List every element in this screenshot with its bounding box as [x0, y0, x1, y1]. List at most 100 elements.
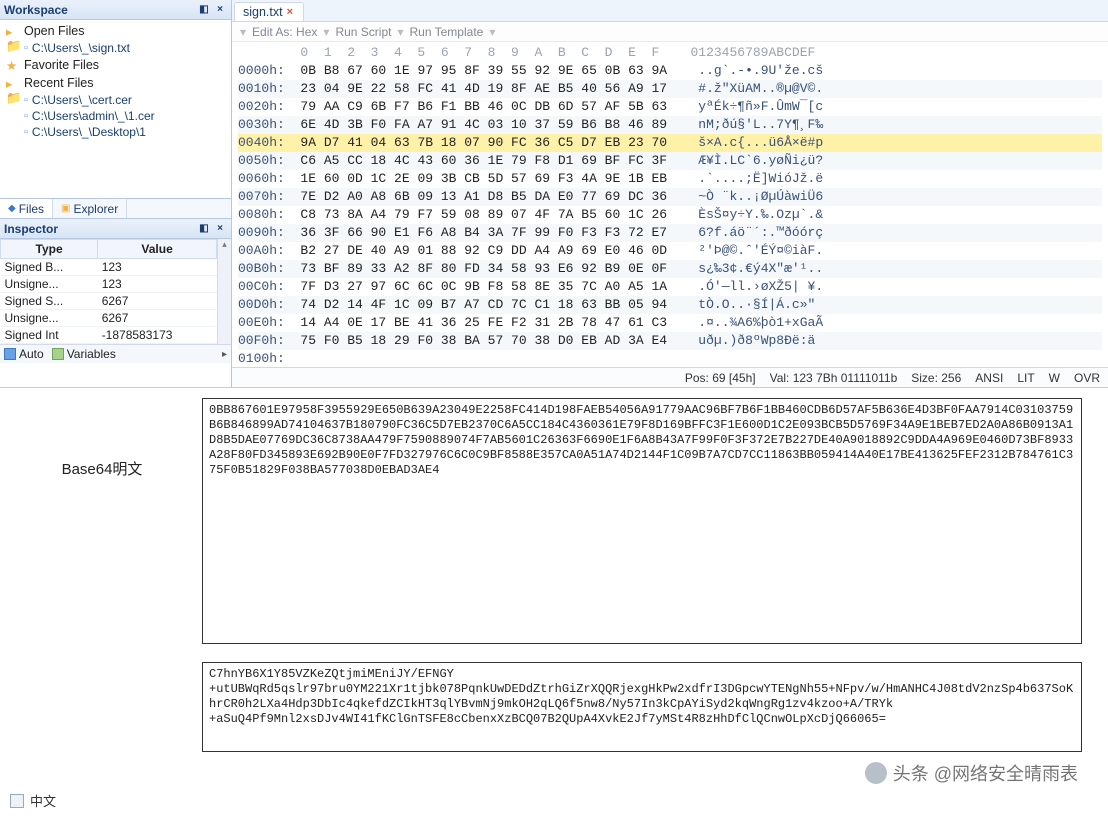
inspector-header: Inspector ◧ × [0, 219, 231, 239]
status-bar: Pos: 69 [45h] Val: 123 7Bh 01111011b Siz… [232, 367, 1108, 387]
file-icon: ▫ [24, 94, 28, 106]
recent-files-category[interactable]: ▸📁 Recent Files [2, 74, 229, 92]
hex-row[interactable]: 0040h: 9A D7 41 04 63 7B 18 07 90 FC 36 … [238, 134, 1102, 152]
hex-row[interactable]: 00D0h: 74 D2 14 4F 1C 09 B7 A7 CD 7C C1 … [238, 296, 1102, 314]
inspector-value: 123 [98, 276, 217, 293]
workspace-tabs: ◆ Files ▣ Explorer [0, 198, 231, 218]
inspector-scrollbar[interactable]: ▴ [217, 239, 231, 344]
inspector-pin-icon[interactable]: ◧ [197, 222, 211, 236]
inspector-header-type: Type [1, 240, 98, 259]
recent-file-path: C:\Users\_\cert.cer [32, 93, 132, 107]
inspector-row[interactable]: Signed B...123 [1, 259, 217, 276]
status-val: Val: 123 7Bh 01111011b [770, 371, 898, 385]
workspace-pin-icon[interactable]: ◧ [197, 3, 211, 17]
base64-box[interactable]: C7hnYB6X1Y85VZKeZQtjmiMEniJY/EFNGY +utUB… [202, 662, 1082, 752]
auto-label: Auto [19, 347, 44, 361]
recent-files-label: Recent Files [24, 76, 93, 90]
hex-row[interactable]: 00A0h: B2 27 DE 40 A9 01 88 92 C9 DD A4 … [238, 242, 1102, 260]
inspector-row[interactable]: Unsigne...6267 [1, 310, 217, 327]
status-endian: LIT [1017, 371, 1034, 385]
variables-icon [52, 348, 64, 360]
status-size: Size: 256 [911, 371, 961, 385]
file-icon: ▫ [24, 42, 28, 54]
inspector-type: Unsigne... [1, 310, 98, 327]
inspector-header-value: Value [98, 240, 217, 259]
status-w: W [1049, 371, 1060, 385]
hex-row[interactable]: 0080h: C8 73 8A A4 79 F7 59 08 89 07 4F … [238, 206, 1102, 224]
inspector-row[interactable]: Signed Int-1878583173 [1, 327, 217, 344]
inspector-value: 6267 [98, 310, 217, 327]
recent-file-path: C:\Users\admin\_\1.cer [32, 109, 155, 123]
tab-files[interactable]: ◆ Files [0, 199, 53, 218]
recent-file-path: C:\Users\_\Desktop\1 [32, 125, 146, 139]
status-ovr: OVR [1074, 371, 1100, 385]
workspace-header: Workspace ◧ × [0, 0, 231, 20]
hex-column-header: 0 1 2 3 4 5 6 7 8 9 A B C D E F 01234567… [238, 44, 1102, 62]
inspector-value: -1878583173 [98, 327, 217, 344]
open-file-path: C:\Users\_\sign.txt [32, 41, 130, 55]
folder-icon: ▸📁 [6, 76, 20, 90]
cn-footer-label: 中文 [30, 791, 56, 810]
workspace-close-icon[interactable]: × [213, 3, 227, 17]
inspector-variables[interactable]: Variables [52, 347, 116, 361]
hex-row[interactable]: 0090h: 36 3F 66 90 E1 F6 A8 B4 3A 7F 99 … [238, 224, 1102, 242]
base64-text: C7hnYB6X1Y85VZKeZQtjmiMEniJY/EFNGY +utUB… [209, 667, 1073, 726]
editor-tabbar: sign.txt × [232, 0, 1108, 22]
workspace-tree: ▸📁 Open Files ▫ C:\Users\_\sign.txt ★ Fa… [0, 20, 231, 198]
file-icon: ▫ [24, 110, 28, 122]
tab-explorer[interactable]: ▣ Explorer [53, 199, 127, 218]
close-icon[interactable]: × [287, 6, 293, 18]
hex-row[interactable]: 0100h: [238, 350, 1102, 367]
open-files-label: Open Files [24, 24, 84, 38]
base64-label: Base64明文 [12, 398, 192, 479]
workspace-title: Workspace [4, 3, 68, 17]
explorer-tab-label: Explorer [74, 202, 119, 216]
inspector-row[interactable]: Signed S...6267 [1, 293, 217, 310]
open-files-category[interactable]: ▸📁 Open Files [2, 22, 229, 40]
inspector-auto[interactable]: Auto [4, 347, 44, 361]
favorite-files-category[interactable]: ★ Favorite Files [2, 56, 229, 74]
hex-row[interactable]: 0030h: 6E 4D 3B F0 FA A7 91 4C 03 10 37 … [238, 116, 1102, 134]
hex-row[interactable]: 0050h: C6 A5 CC 18 4C 43 60 36 1E 79 F8 … [238, 152, 1102, 170]
run-script-label[interactable]: Run Script [335, 25, 391, 39]
hex-row[interactable]: 0060h: 1E 60 0D 1C 2E 09 3B CB 5D 57 69 … [238, 170, 1102, 188]
recent-file-item[interactable]: ▫ C:\Users\_\Desktop\1 [2, 124, 229, 140]
file-tab[interactable]: sign.txt × [234, 2, 304, 21]
recent-file-item[interactable]: ▫ C:\Users\_\cert.cer [2, 92, 229, 108]
file-icon: ▫ [24, 126, 28, 138]
inspector-footer: Auto Variables ▸ [0, 344, 231, 363]
recent-file-item[interactable]: ▫ C:\Users\admin\_\1.cer [2, 108, 229, 124]
variables-label: Variables [67, 347, 116, 361]
bottom-panel: Base64明文 0BB867601E97958F3955929E650B639… [0, 388, 1108, 816]
status-pos: Pos: 69 [45h] [685, 371, 756, 385]
inspector-type: Unsigne... [1, 276, 98, 293]
inspector-row[interactable]: Unsigne...123 [1, 276, 217, 293]
star-icon: ★ [6, 58, 20, 72]
auto-icon [4, 348, 16, 360]
favorite-files-label: Favorite Files [24, 58, 99, 72]
inspector-value: 6267 [98, 293, 217, 310]
folder-icon: ▸📁 [6, 24, 20, 38]
hexdump-text: 0BB867601E97958F3955929E650B639A23049E22… [209, 403, 1073, 477]
open-file-item[interactable]: ▫ C:\Users\_\sign.txt [2, 40, 229, 56]
footer-icon [10, 794, 24, 808]
run-template-label[interactable]: Run Template [410, 25, 484, 39]
inspector-type: Signed Int [1, 327, 98, 344]
files-tab-label: Files [19, 202, 44, 216]
hex-row[interactable]: 0010h: 23 04 9E 22 58 FC 41 4D 19 8F AE … [238, 80, 1102, 98]
hex-row[interactable]: 00F0h: 75 F0 B5 18 29 F0 38 BA 57 70 38 … [238, 332, 1102, 350]
hex-view[interactable]: 0 1 2 3 4 5 6 7 8 9 A B C D E F 01234567… [232, 42, 1108, 367]
hex-row[interactable]: 0020h: 79 AA C9 6B F7 B6 F1 BB 46 0C DB … [238, 98, 1102, 116]
inspector-scroll-right-icon[interactable]: ▸ [222, 349, 227, 360]
hex-row[interactable]: 0000h: 0B B8 67 60 1E 97 95 8F 39 55 92 … [238, 62, 1102, 80]
inspector-close-icon[interactable]: × [213, 222, 227, 236]
explorer-icon: ▣ [61, 203, 70, 214]
hex-row[interactable]: 00B0h: 73 BF 89 33 A2 8F 80 FD 34 58 93 … [238, 260, 1102, 278]
hex-row[interactable]: 00C0h: 7F D3 27 97 6C 6C 0C 9B F8 58 8E … [238, 278, 1102, 296]
hex-row[interactable]: 0070h: 7E D2 A0 A8 6B 09 13 A1 D8 B5 DA … [238, 188, 1102, 206]
hexdump-box[interactable]: 0BB867601E97958F3955929E650B639A23049E22… [202, 398, 1082, 644]
hex-row[interactable]: 00E0h: 14 A4 0E 17 BE 41 36 25 FE F2 31 … [238, 314, 1102, 332]
inspector-title: Inspector [4, 222, 58, 236]
edit-as-label[interactable]: Edit As: Hex [252, 25, 317, 39]
files-icon: ◆ [8, 203, 16, 214]
